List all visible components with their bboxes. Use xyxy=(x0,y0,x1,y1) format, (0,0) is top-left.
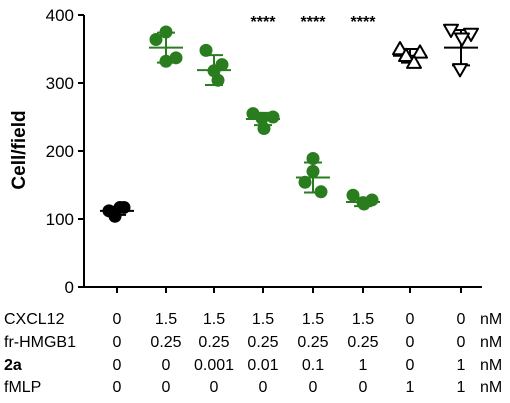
y-tick-label: 100 xyxy=(46,210,74,229)
condition-cell: 0 xyxy=(309,379,318,396)
condition-row-label: fr-HMGB1 xyxy=(4,334,76,351)
data-group-1 xyxy=(149,25,183,68)
data-point xyxy=(159,25,173,39)
data-point xyxy=(346,188,360,202)
condition-cell: 1.5 xyxy=(352,311,374,328)
condition-cell: 0 xyxy=(359,379,368,396)
y-tick-label: 200 xyxy=(46,142,74,161)
data-group-7 xyxy=(443,23,479,78)
condition-cell: 1 xyxy=(457,379,466,396)
condition-cell: 0 xyxy=(113,357,122,374)
y-tick-label: 0 xyxy=(65,278,74,297)
condition-cell: 0.001 xyxy=(194,357,234,374)
condition-cell: 0.25 xyxy=(150,334,181,351)
condition-cell: 1.5 xyxy=(155,311,177,328)
data-point xyxy=(443,23,459,38)
data-point xyxy=(306,164,320,178)
condition-cell: 1.5 xyxy=(203,311,225,328)
condition-cell: 0.01 xyxy=(247,357,278,374)
condition-row-label: 2a xyxy=(4,357,22,374)
data-point xyxy=(452,63,468,78)
data-point xyxy=(298,175,312,189)
y-tick-label: 400 xyxy=(46,6,74,25)
data-point xyxy=(406,54,422,69)
data-group-5: **** xyxy=(346,14,380,211)
y-axis-label: Cell/field xyxy=(9,110,30,189)
condition-unit: nM xyxy=(480,334,502,351)
condition-cell: 0 xyxy=(162,357,171,374)
condition-cell: 0 xyxy=(113,334,122,351)
condition-cell: 1.5 xyxy=(252,311,274,328)
data-point xyxy=(454,32,470,47)
significance-label: **** xyxy=(251,14,277,31)
condition-cell: 0 xyxy=(113,311,122,328)
condition-cell: 0 xyxy=(113,379,122,396)
data-point xyxy=(357,197,371,211)
condition-cell: 0 xyxy=(406,334,415,351)
condition-cell: 0 xyxy=(406,311,415,328)
condition-cell: 0 xyxy=(457,311,466,328)
condition-unit: nM xyxy=(480,311,502,328)
condition-unit: nM xyxy=(480,357,502,374)
condition-cell: 1 xyxy=(406,379,415,396)
data-group-2 xyxy=(197,43,231,87)
condition-cell: 0 xyxy=(162,379,171,396)
condition-cell: 0 xyxy=(406,357,415,374)
condition-cell: 1 xyxy=(359,357,368,374)
condition-cell: 1.5 xyxy=(302,311,324,328)
condition-row-label: fMLP xyxy=(4,379,41,396)
data-point xyxy=(412,44,428,59)
data-point xyxy=(257,122,271,136)
condition-row-label: CXCL12 xyxy=(4,311,65,328)
condition-cell: 0.25 xyxy=(347,334,378,351)
condition-cell: 0.25 xyxy=(198,334,229,351)
y-tick-label: 300 xyxy=(46,74,74,93)
data-point xyxy=(149,32,163,46)
data-point xyxy=(306,151,320,165)
condition-cell: 0 xyxy=(210,379,219,396)
data-group-4: **** xyxy=(296,14,330,199)
data-point xyxy=(314,185,328,199)
condition-cell: 0 xyxy=(259,379,268,396)
significance-label: **** xyxy=(301,14,327,31)
data-point xyxy=(398,47,414,63)
significance-label: **** xyxy=(351,14,377,31)
data-point xyxy=(199,43,213,57)
condition-cell: 1 xyxy=(457,357,466,374)
condition-cell: 0 xyxy=(457,334,466,351)
condition-unit: nM xyxy=(480,379,502,396)
data-group-0 xyxy=(100,200,134,223)
data-point xyxy=(266,110,280,124)
data-point xyxy=(211,73,225,87)
data-group-6 xyxy=(392,41,428,69)
data-point xyxy=(113,200,127,214)
condition-cell: 0.25 xyxy=(297,334,328,351)
condition-cell: 0.25 xyxy=(247,334,278,351)
data-point xyxy=(159,54,173,68)
condition-cell: 0.1 xyxy=(302,357,324,374)
data-group-3: **** xyxy=(246,14,280,136)
